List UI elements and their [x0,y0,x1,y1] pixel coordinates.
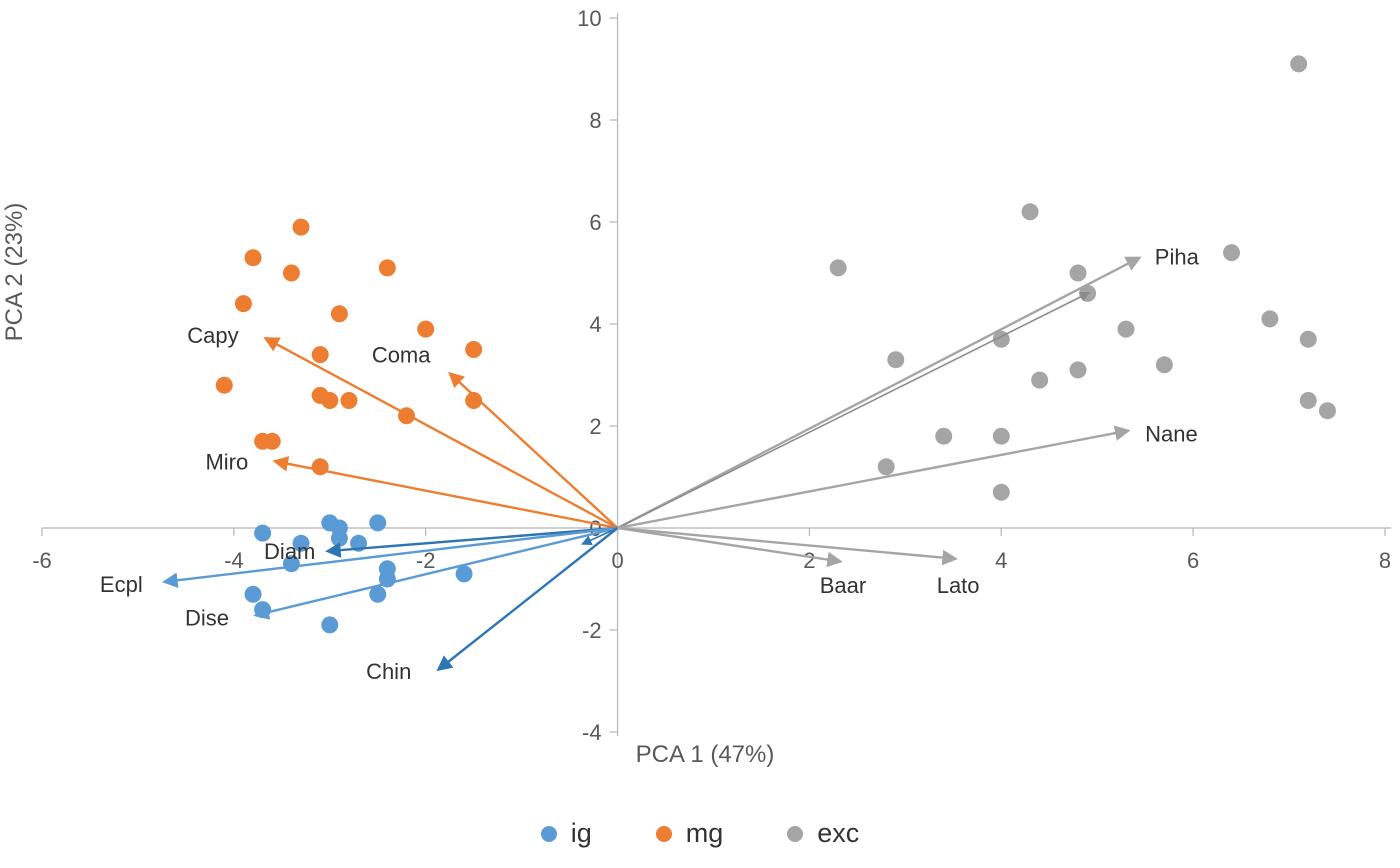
vector-label-Dise: Dise [185,605,229,630]
point-ig [369,585,387,603]
vector-Lato [617,526,958,566]
point-exc [1069,361,1087,379]
point-mg [378,259,396,277]
vector-label-Diam: Diam [264,539,315,564]
x-tick-label: -4 [224,548,244,573]
point-ig [292,534,310,552]
point-mg [244,249,262,267]
vector-label-Coma: Coma [372,343,431,368]
legend-item-ig: ig [540,818,592,849]
point-ig [254,601,272,619]
legend-label-ig: ig [570,818,592,848]
legend-marker-mg [655,825,672,842]
point-exc [1021,203,1039,221]
point-mg [417,320,435,338]
x-tick-label: 6 [1187,548,1199,573]
vector-label-Chin: Chin [366,659,411,684]
point-ig [369,514,387,532]
x-axis-title: PCA 1 (47%) [636,741,775,768]
point-exc [877,458,895,476]
x-tick-label: 0 [611,548,623,573]
x-tick-label: -2 [416,548,436,573]
vector-Coma [448,371,619,529]
vector-label-Miro: Miro [205,450,248,475]
point-exc [1261,310,1279,328]
point-mg [321,392,339,409]
point-exc [1069,264,1087,282]
vector-Nane [617,425,1131,530]
vector-label-Piha: Piha [1155,245,1200,270]
point-mg [215,376,233,394]
point-mg [263,432,281,450]
y-tick-label: 10 [577,6,601,31]
legend-item-exc: exc [787,818,859,849]
point-mg [234,295,252,313]
legend-marker-exc [787,825,804,842]
point-exc [1031,371,1049,389]
point-mg [292,218,310,236]
legend-item-mg: mg [655,818,724,849]
x-tick-label: 2 [803,548,815,573]
point-ig [455,565,473,583]
vector-Baar [617,526,843,568]
vector-label-Ecpl: Ecpl [100,572,143,597]
loading-vector-labels: Capy Coma Miro Diam Ecpl Dise Chin Piha Nane Baar… [100,245,1200,684]
point-ig [321,616,339,634]
y-axis-title: PCA 2 (23%) [1,203,28,342]
x-tick-label: 8 [1379,548,1391,573]
point-exc [992,483,1010,501]
legend-label-exc: exc [817,818,860,848]
x-tick-label: -6 [32,548,52,573]
point-exc [1223,244,1241,262]
vector-Chin [436,527,619,672]
y-tick-label: 6 [589,210,601,235]
point-exc [887,351,905,369]
point-ig [254,524,272,542]
point-exc [1299,330,1317,348]
point-exc [992,427,1010,445]
y-tick-label: 2 [589,414,601,439]
vector-Miro [272,456,618,530]
point-mg [465,392,483,409]
point-exc [1299,392,1317,409]
point-exc [1155,356,1173,374]
y-tick-label: -4 [582,720,602,745]
y-tick-label: 4 [589,312,601,337]
loading-vectors [162,256,1142,672]
vector-label-Nane: Nane [1145,422,1198,447]
vector-Piha [617,256,1142,530]
vector-minor [617,291,1091,529]
point-mg [340,392,358,409]
vector-Dise [253,526,618,620]
vector-label-Lato: Lato [937,573,980,598]
vector-Capy [263,337,619,530]
vector-Diam [325,526,618,558]
point-ig [330,529,348,547]
point-exc [1318,402,1336,420]
point-exc [1290,55,1308,73]
point-mg [311,458,329,476]
y-tick-label: -2 [582,618,602,643]
point-mg [465,341,483,358]
point-ig [244,585,262,603]
y-tick-label: 8 [589,108,601,133]
point-exc [1117,320,1135,338]
point-mg [282,264,300,282]
point-exc [829,259,847,277]
point-mg [311,346,329,364]
vector-label-Baar: Baar [820,573,866,598]
vector-Ecpl [162,526,618,589]
vector-label-Capy: Capy [187,323,238,348]
vector-minor [581,527,618,546]
point-exc [935,427,953,445]
legend-marker-ig [540,825,557,842]
x-tick-label: 4 [995,548,1007,573]
legend: ig mg exc [0,818,1400,849]
legend-label-mg: mg [685,818,724,848]
point-mg [330,305,348,323]
